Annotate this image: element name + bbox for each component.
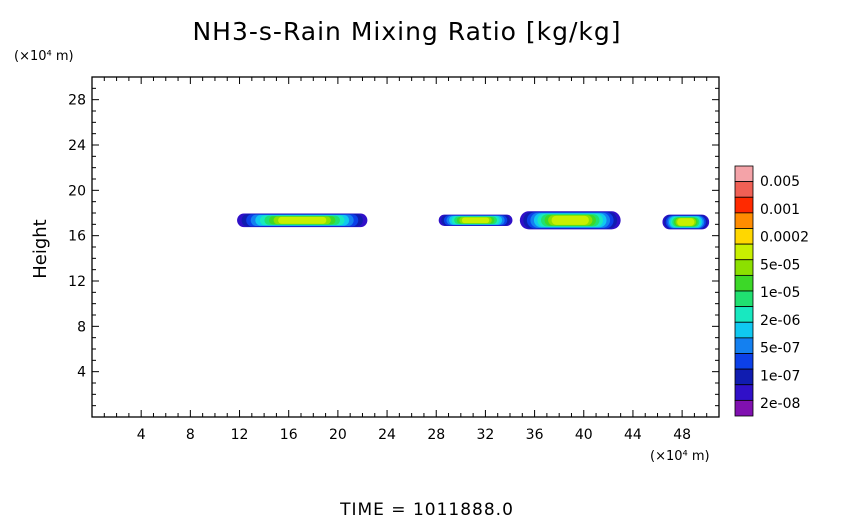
x-tick-label: 24 <box>378 427 396 443</box>
y-axis-label: Height <box>30 219 51 279</box>
colorbar-swatch <box>734 259 754 276</box>
colorbar-swatch <box>734 353 754 370</box>
contour-region <box>237 213 368 228</box>
colorbar-swatch <box>734 399 754 417</box>
y-tick-label: 12 <box>68 274 86 290</box>
colorbar-label: 5e-05 <box>760 257 800 273</box>
y-tick-label: 20 <box>68 183 86 199</box>
x-tick-label: 20 <box>329 427 347 443</box>
colorbar-label: 0.0002 <box>760 230 809 246</box>
colorbar-swatch <box>734 321 754 339</box>
contour-band <box>461 217 490 224</box>
colorbar-swatch <box>734 196 754 214</box>
colorbar: 0.005 0.001 0.0002 5e-05 1e-05 2e-06 5e-07 1e-0… <box>734 165 809 417</box>
contour-band <box>551 215 589 225</box>
contour-band <box>677 218 695 226</box>
contour-regions <box>237 211 710 230</box>
x-tick-label: 16 <box>280 427 298 443</box>
colorbar-swatch <box>734 243 754 261</box>
colorbar-label: 2e-08 <box>760 396 800 412</box>
y-unit-label: (×10⁴ m) <box>14 49 74 64</box>
chart-title: NH3-s-Rain Mixing Ratio [kg/kg] <box>192 17 621 46</box>
contour-region <box>438 214 513 226</box>
contour-region <box>662 214 710 230</box>
time-label: TIME = 1011888.0 <box>339 500 514 519</box>
x-tick-label: 32 <box>476 427 494 443</box>
contour-region <box>519 211 621 230</box>
y-tick-label: 16 <box>68 229 86 245</box>
contour-band <box>278 216 327 224</box>
colorbar-label: 0.001 <box>760 202 800 218</box>
colorbar-swatch <box>734 165 754 183</box>
x-tick-label: 8 <box>186 427 195 443</box>
colorbar-label: 5e-07 <box>760 341 800 357</box>
x-tick-label: 28 <box>427 427 445 443</box>
colorbar-label: 2e-06 <box>760 313 800 329</box>
colorbar-swatch <box>734 384 754 401</box>
plot-frame <box>91 76 720 418</box>
x-tick-label: 40 <box>575 427 593 443</box>
colorbar-swatch <box>734 290 754 308</box>
x-tick-label: 36 <box>526 427 544 443</box>
colorbar-swatch <box>734 274 754 292</box>
colorbar-swatch <box>734 337 754 354</box>
colorbar-label: 1e-07 <box>760 368 800 384</box>
colorbar-swatch <box>734 212 754 229</box>
colorbar-swatch <box>734 306 754 323</box>
y-tick-label: 4 <box>77 365 86 381</box>
x-tick-label: 4 <box>137 427 146 443</box>
x-unit-label: (×10⁴ m) <box>650 449 710 464</box>
colorbar-swatch <box>734 228 754 245</box>
y-tick-label: 24 <box>68 138 86 154</box>
colorbar-label: 0.005 <box>760 174 800 190</box>
y-tick-label: 28 <box>68 93 86 109</box>
y-tick-label: 8 <box>77 319 86 335</box>
x-tick-label: 12 <box>231 427 249 443</box>
colorbar-label: 1e-05 <box>760 285 800 301</box>
x-tick-label: 48 <box>673 427 691 443</box>
colorbar-swatch <box>734 368 754 386</box>
x-tick-label: 44 <box>624 427 642 443</box>
colorbar-swatch <box>734 181 754 198</box>
